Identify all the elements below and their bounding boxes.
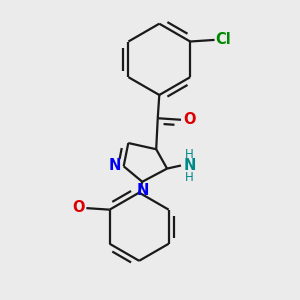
- Text: N: N: [137, 182, 149, 197]
- Text: N: N: [183, 158, 196, 173]
- Text: H: H: [185, 171, 194, 184]
- Text: Cl: Cl: [215, 32, 231, 47]
- Text: N: N: [108, 158, 121, 173]
- Text: O: O: [183, 112, 196, 127]
- Text: O: O: [72, 200, 85, 215]
- Text: H: H: [185, 148, 194, 161]
